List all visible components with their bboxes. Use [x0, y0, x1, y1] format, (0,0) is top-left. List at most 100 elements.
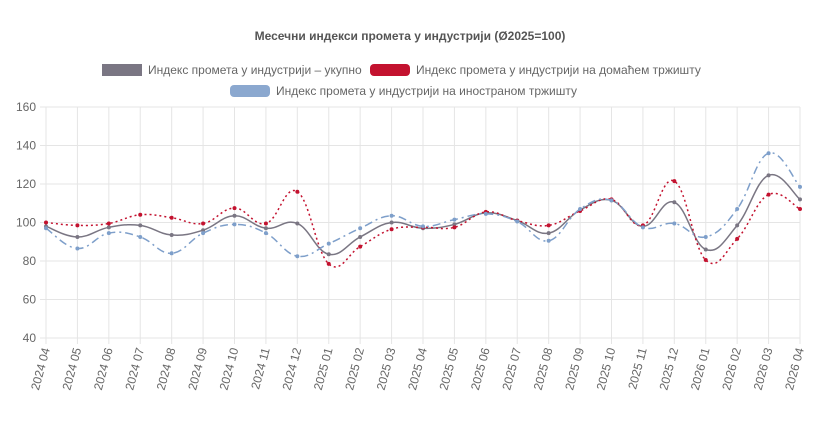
series-3: [44, 151, 802, 259]
x-tick-label: 2025 08: [531, 346, 556, 392]
data-point: [735, 236, 740, 241]
data-point: [798, 197, 802, 202]
data-point: [672, 200, 677, 205]
data-point: [75, 223, 80, 228]
data-point: [106, 225, 111, 230]
x-tick-label: 2025 10: [594, 346, 619, 392]
legend-item-3: Индекс промета у индустрији на инострано…: [230, 84, 577, 98]
legend-item-2: Индекс промета у индустрији на домаћем т…: [370, 63, 701, 77]
y-tick-label: 40: [23, 331, 37, 345]
data-point: [703, 258, 708, 263]
data-point: [798, 184, 802, 189]
data-point: [389, 213, 394, 218]
legend-label: Индекс промета у индустрији на домаћем т…: [416, 63, 701, 77]
data-point: [766, 151, 771, 156]
y-tick-label: 120: [16, 177, 36, 191]
data-point: [515, 219, 520, 224]
data-point: [75, 234, 80, 239]
y-tick-label: 80: [23, 254, 37, 268]
x-tick-label: 2025 11: [625, 346, 650, 391]
x-tick-label: 2025 07: [499, 346, 524, 392]
data-point: [546, 223, 551, 228]
data-point: [766, 173, 771, 178]
data-point: [421, 224, 425, 229]
x-tick-label: 2024 06: [91, 346, 116, 392]
data-point: [358, 226, 363, 231]
data-point: [138, 234, 143, 239]
data-point: [232, 222, 237, 227]
x-tick-label: 2025 02: [342, 346, 367, 392]
x-tick-label: 2024 10: [217, 346, 242, 392]
data-point: [735, 207, 740, 212]
x-axis: 2024 04 2024 05 2024 06 2024 07 2024 08 2024 …: [28, 346, 807, 392]
x-tick-label: 2026 03: [751, 346, 776, 392]
data-point: [295, 189, 300, 194]
data-point: [389, 220, 394, 225]
legend-swatch: [370, 64, 410, 76]
data-point: [201, 221, 206, 226]
data-point: [798, 207, 802, 212]
x-tick-label: 2025 09: [562, 346, 587, 392]
data-point: [672, 179, 677, 184]
y-tick-label: 60: [23, 293, 37, 307]
data-point: [169, 215, 174, 220]
x-tick-label: 2024 05: [60, 346, 85, 392]
legend-label: Индекс промета у индустрији на инострано…: [276, 84, 577, 98]
data-point: [232, 206, 237, 211]
data-point: [546, 231, 551, 236]
data-point: [169, 233, 174, 238]
data-point: [263, 231, 268, 236]
data-point: [672, 221, 677, 226]
data-point: [44, 226, 48, 231]
data-point: [358, 244, 363, 249]
data-point: [201, 231, 206, 236]
data-point: [106, 221, 111, 226]
data-point: [703, 247, 708, 252]
x-tick-label: 2024 08: [154, 346, 179, 392]
data-point: [263, 226, 268, 231]
x-tick-label: 2024 11: [248, 346, 273, 391]
chart-legend: Индекс промета у индустрији – укупно Инде…: [102, 63, 701, 98]
y-axis: 40 60 80 100 120 140 160: [16, 100, 36, 345]
x-tick-label: 2024 04: [28, 346, 53, 392]
data-point: [452, 222, 457, 227]
legend-swatch: [102, 64, 142, 76]
data-point: [703, 234, 708, 239]
data-point: [546, 238, 551, 243]
series-layer: [44, 151, 802, 268]
legend-label: Индекс промета у индустрији – укупно: [148, 63, 362, 77]
data-point: [138, 223, 143, 228]
x-tick-label: 2025 05: [437, 346, 462, 392]
x-tick-label: 2025 04: [405, 346, 430, 392]
legend-swatch: [230, 85, 270, 97]
data-point: [389, 227, 394, 232]
x-tick-label: 2026 02: [719, 346, 744, 392]
y-tick-label: 100: [16, 216, 36, 230]
data-point: [169, 251, 174, 256]
chart-title: Месечни индекси промета у индустрији (Ø2…: [255, 29, 566, 43]
data-point: [295, 254, 300, 259]
data-point: [75, 246, 80, 251]
x-tick-label: 2025 12: [656, 346, 681, 392]
data-point: [295, 221, 300, 226]
data-point: [358, 234, 363, 239]
data-point: [138, 212, 143, 217]
data-point: [735, 223, 740, 228]
data-point: [106, 231, 111, 236]
data-point: [232, 213, 237, 218]
y-tick-label: 140: [16, 139, 36, 153]
data-point: [452, 217, 457, 222]
data-point: [640, 225, 645, 230]
x-tick-label: 2024 09: [185, 346, 210, 392]
x-tick-label: 2024 07: [122, 346, 147, 392]
x-tick-label: 2025 03: [374, 346, 399, 392]
y-tick-label: 160: [16, 100, 36, 114]
data-point: [326, 261, 331, 266]
data-point: [201, 228, 206, 233]
data-point: [578, 207, 583, 212]
data-point: [44, 220, 48, 225]
x-tick-label: 2024 12: [279, 346, 304, 392]
data-point: [326, 241, 331, 246]
data-point: [326, 252, 331, 257]
